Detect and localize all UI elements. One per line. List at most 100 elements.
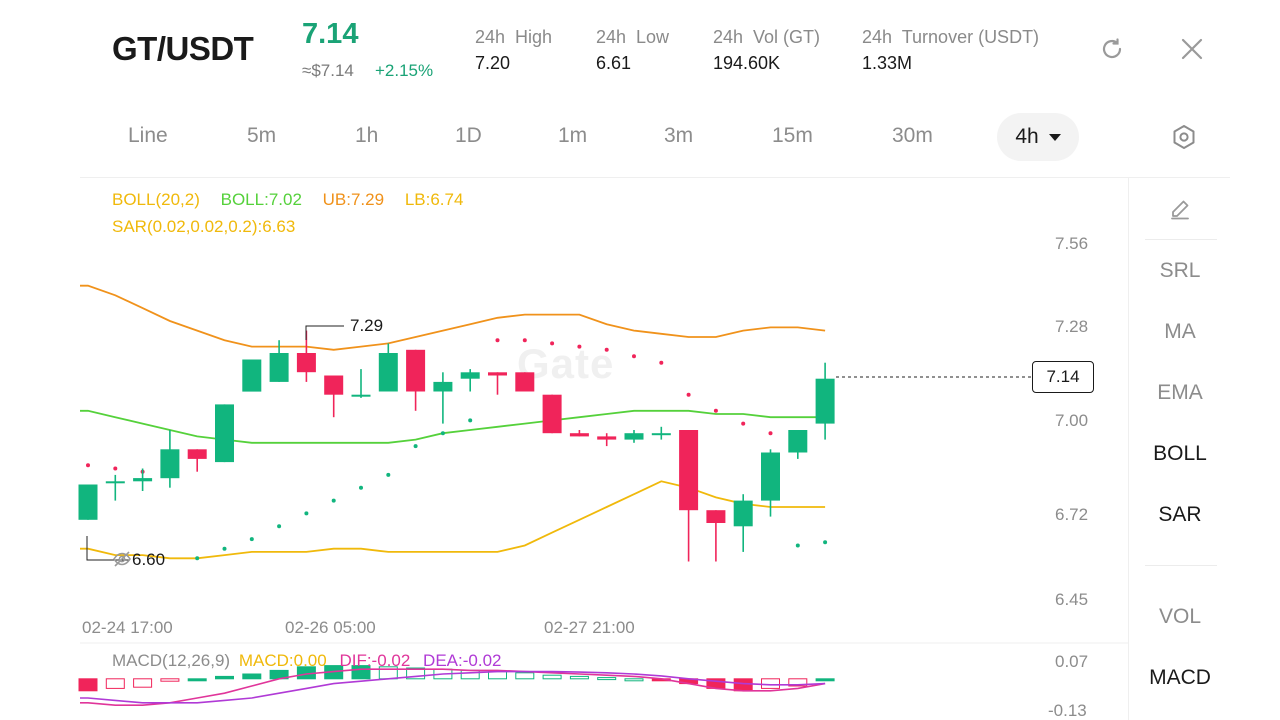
- refresh-icon[interactable]: [1097, 34, 1127, 64]
- macd-histogram-bar: [542, 674, 562, 680]
- tf-1h[interactable]: 1h: [355, 124, 379, 147]
- stat-label: 24h Low: [596, 27, 670, 47]
- boll-mid-line: [80, 409, 826, 444]
- candle-body: [406, 349, 426, 392]
- sar-dot: [195, 556, 200, 561]
- low-marker-label: 6.60: [132, 550, 166, 569]
- sidebar-item-ma[interactable]: MA: [1164, 320, 1196, 343]
- sidebar-item-ema[interactable]: EMA: [1157, 381, 1203, 404]
- candle-body: [78, 484, 98, 520]
- sar-dot: [386, 472, 391, 477]
- sar-dot: [249, 537, 254, 542]
- tf-30m[interactable]: 30m: [892, 124, 933, 147]
- sar-dot: [113, 466, 118, 471]
- high-marker-label: 7.29: [350, 316, 384, 335]
- sar-dot: [468, 418, 473, 423]
- macd-dea-line: [80, 670, 826, 704]
- stat-value: 7.20: [475, 53, 511, 73]
- current-price-tag: 7.14: [1032, 361, 1094, 393]
- candle-body: [515, 372, 535, 392]
- sidebar-item-macd[interactable]: MACD: [1149, 666, 1211, 689]
- macd-value: MACD:0.00: [238, 651, 327, 670]
- macd-histogram-bar: [788, 678, 808, 687]
- x-axis-label: 02-26 05:00: [285, 618, 376, 637]
- macd-histogram-bar: [569, 675, 589, 680]
- sar-dot: [577, 344, 582, 349]
- tf-1m[interactable]: 1m: [558, 124, 588, 147]
- macd-y-label: -0.13: [1048, 701, 1087, 720]
- sar-dot: [550, 341, 555, 346]
- candle-body: [542, 394, 562, 434]
- candle-body: [624, 433, 644, 440]
- tf-4h-dropdown[interactable]: 4h: [997, 113, 1079, 161]
- tf-5m[interactable]: 5m: [247, 124, 277, 147]
- macd-histogram-bar: [515, 672, 535, 680]
- candle-body: [597, 436, 617, 440]
- candle-body: [269, 353, 289, 382]
- pencil-icon[interactable]: [1168, 197, 1192, 221]
- y-axis-label: 6.72: [1055, 505, 1089, 524]
- macd-histogram-bar: [815, 678, 835, 682]
- macd-histogram-bar: [460, 669, 480, 680]
- sar-dot: [222, 546, 227, 551]
- macd-histogram-bar: [105, 678, 125, 689]
- sar-dot: [741, 421, 746, 426]
- sar-dot: [632, 354, 636, 359]
- candle-body: [788, 430, 808, 453]
- candle-body: [215, 404, 234, 463]
- candle-body: [105, 481, 125, 484]
- sar-dot: [686, 392, 691, 397]
- sidebar-item-sar[interactable]: SAR: [1158, 503, 1202, 526]
- eye-hidden-icon[interactable]: [112, 549, 132, 569]
- sar-dot: [768, 431, 773, 436]
- candle-body: [679, 430, 699, 511]
- sar-dot: [659, 360, 664, 365]
- candle-body: [460, 372, 480, 379]
- sidebar-item-boll[interactable]: BOLL: [1153, 442, 1207, 465]
- y-axis-label: 6.45: [1055, 590, 1089, 609]
- macd-histogram-bar: [733, 678, 753, 692]
- y-axis-label: 7.56: [1055, 234, 1089, 253]
- candle-body: [733, 500, 753, 527]
- candle-body: [187, 449, 207, 459]
- low-marker-line: [86, 536, 130, 561]
- pair-title: GT/USDT: [112, 30, 254, 67]
- tf-15m[interactable]: 15m: [772, 124, 813, 147]
- tf-line[interactable]: Line: [128, 124, 168, 147]
- stat-24h-low: 24h Low 6.61: [596, 27, 669, 74]
- tf-3m[interactable]: 3m: [664, 124, 694, 147]
- macd-histogram-bar: [215, 675, 234, 680]
- close-icon[interactable]: [1177, 34, 1207, 64]
- candle-body: [433, 381, 453, 392]
- stat-label: 24h Vol (GT): [713, 27, 821, 47]
- sar-legend: SAR(0.02,0.02,0.2):6.63: [112, 217, 296, 236]
- candle-body: [488, 372, 507, 376]
- candle-body: [706, 510, 726, 523]
- dif-value: DIF:-0.02: [339, 651, 411, 670]
- sar-dot: [823, 540, 828, 545]
- candle-body: [569, 433, 589, 437]
- sar-dot: [604, 347, 609, 352]
- boll-lower-value: LB:6.74: [404, 190, 464, 209]
- macd-y-label: 0.07: [1055, 652, 1089, 671]
- macd-histogram-bar: [133, 678, 153, 688]
- y-axis-label: 7.00: [1055, 411, 1089, 430]
- settings-icon[interactable]: [1169, 122, 1199, 152]
- candle-body: [324, 375, 344, 395]
- stat-value: 6.61: [596, 53, 632, 73]
- stat-value: 194.60K: [713, 53, 781, 73]
- sidebar-item-srl[interactable]: SRL: [1159, 259, 1201, 282]
- tf-1d[interactable]: 1D: [455, 124, 482, 147]
- macd-legend: MACD(12,26,9) MACD:0.00 DIF:-0.02 DEA:-0…: [112, 651, 501, 671]
- candlestick-chart[interactable]: [0, 0, 1128, 720]
- sar-dot: [86, 463, 90, 468]
- candle-body: [296, 353, 316, 373]
- chart-top-divider: [80, 177, 1230, 178]
- sidebar-item-vol[interactable]: VOL: [1158, 605, 1202, 628]
- sar-dot: [277, 524, 282, 529]
- sar-dot: [304, 511, 309, 516]
- boll-upper-value: UB:7.29: [322, 190, 385, 209]
- sar-dot: [495, 338, 500, 343]
- y-axis-label: 7.28: [1055, 317, 1089, 336]
- x-axis-label: 02-27 21:00: [544, 618, 635, 637]
